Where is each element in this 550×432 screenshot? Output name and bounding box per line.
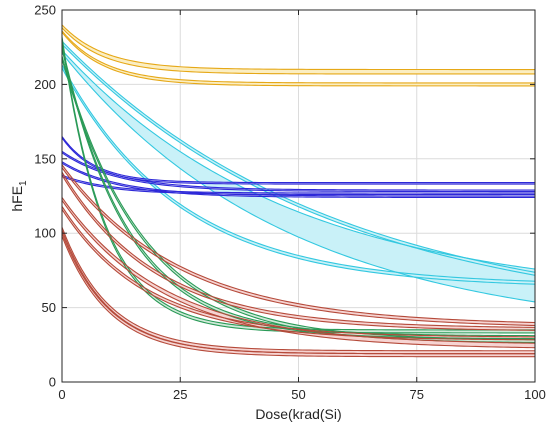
series-line-upper-1 [61,30,535,84]
series-line-upper-10 [61,45,536,337]
series-line-upper-0 [61,24,535,71]
series-line-upper-4 [61,64,536,282]
y-tick-label-0: 0 [49,375,56,390]
y-axis-label-subscript: 1 [18,180,29,186]
series-line-upper-13 [61,171,536,328]
series-line-lower-1 [61,31,535,87]
x-axis-label: Dose(krad(Si) [255,406,341,422]
series-line-lower-13 [61,174,536,331]
x-tick-label-0: 0 [58,387,65,402]
series-band-15 [62,206,535,340]
series-line-upper-5 [61,136,535,184]
series-line-lower-0 [61,27,535,75]
x-tick-label-4: 100 [524,387,546,402]
y-tick-labels: 0 50 100 150 200 250 [34,3,56,390]
series-band-3 [62,50,535,302]
y-tick-label-3: 150 [34,151,56,166]
series-line-lower-7 [61,162,535,199]
series-lines [61,24,536,358]
series-line-upper-7 [61,161,535,197]
series-line-upper-17 [61,232,535,355]
series-line-lower-2 [61,43,536,276]
x-tick-labels: 0 25 50 75 100 [58,387,545,402]
y-axis-label-main: hFE [9,186,25,212]
series-line-lower-4 [61,67,536,285]
series-line-upper-8 [61,174,535,194]
series-line-upper-15 [61,206,536,338]
series-line-lower-14 [61,200,536,349]
x-tick-label-1: 25 [173,387,187,402]
series-line-lower-6 [61,152,535,193]
y-tick-label-5: 250 [34,3,56,18]
x-tick-label-3: 75 [410,387,424,402]
axis-ticks [61,9,536,383]
series-line-upper-6 [61,150,535,191]
series-line-lower-12 [61,167,536,327]
series-line-lower-5 [61,137,535,185]
series-line-lower-17 [61,235,535,358]
y-tick-label-1: 50 [42,300,56,315]
y-axis-label: hFE1 [9,180,29,212]
series-line-lower-8 [61,176,535,196]
series-line-lower-3 [61,52,536,303]
series-line-upper-11 [61,55,536,341]
series-line-upper-12 [61,164,536,324]
series-line-lower-15 [61,209,536,341]
x-tick-label-2: 50 [291,387,305,402]
series-line-upper-3 [61,49,536,270]
series-bands [62,24,535,357]
y-tick-label-2: 100 [34,226,56,241]
series-line-upper-16 [61,227,535,352]
y-tick-label-4: 200 [34,77,56,92]
